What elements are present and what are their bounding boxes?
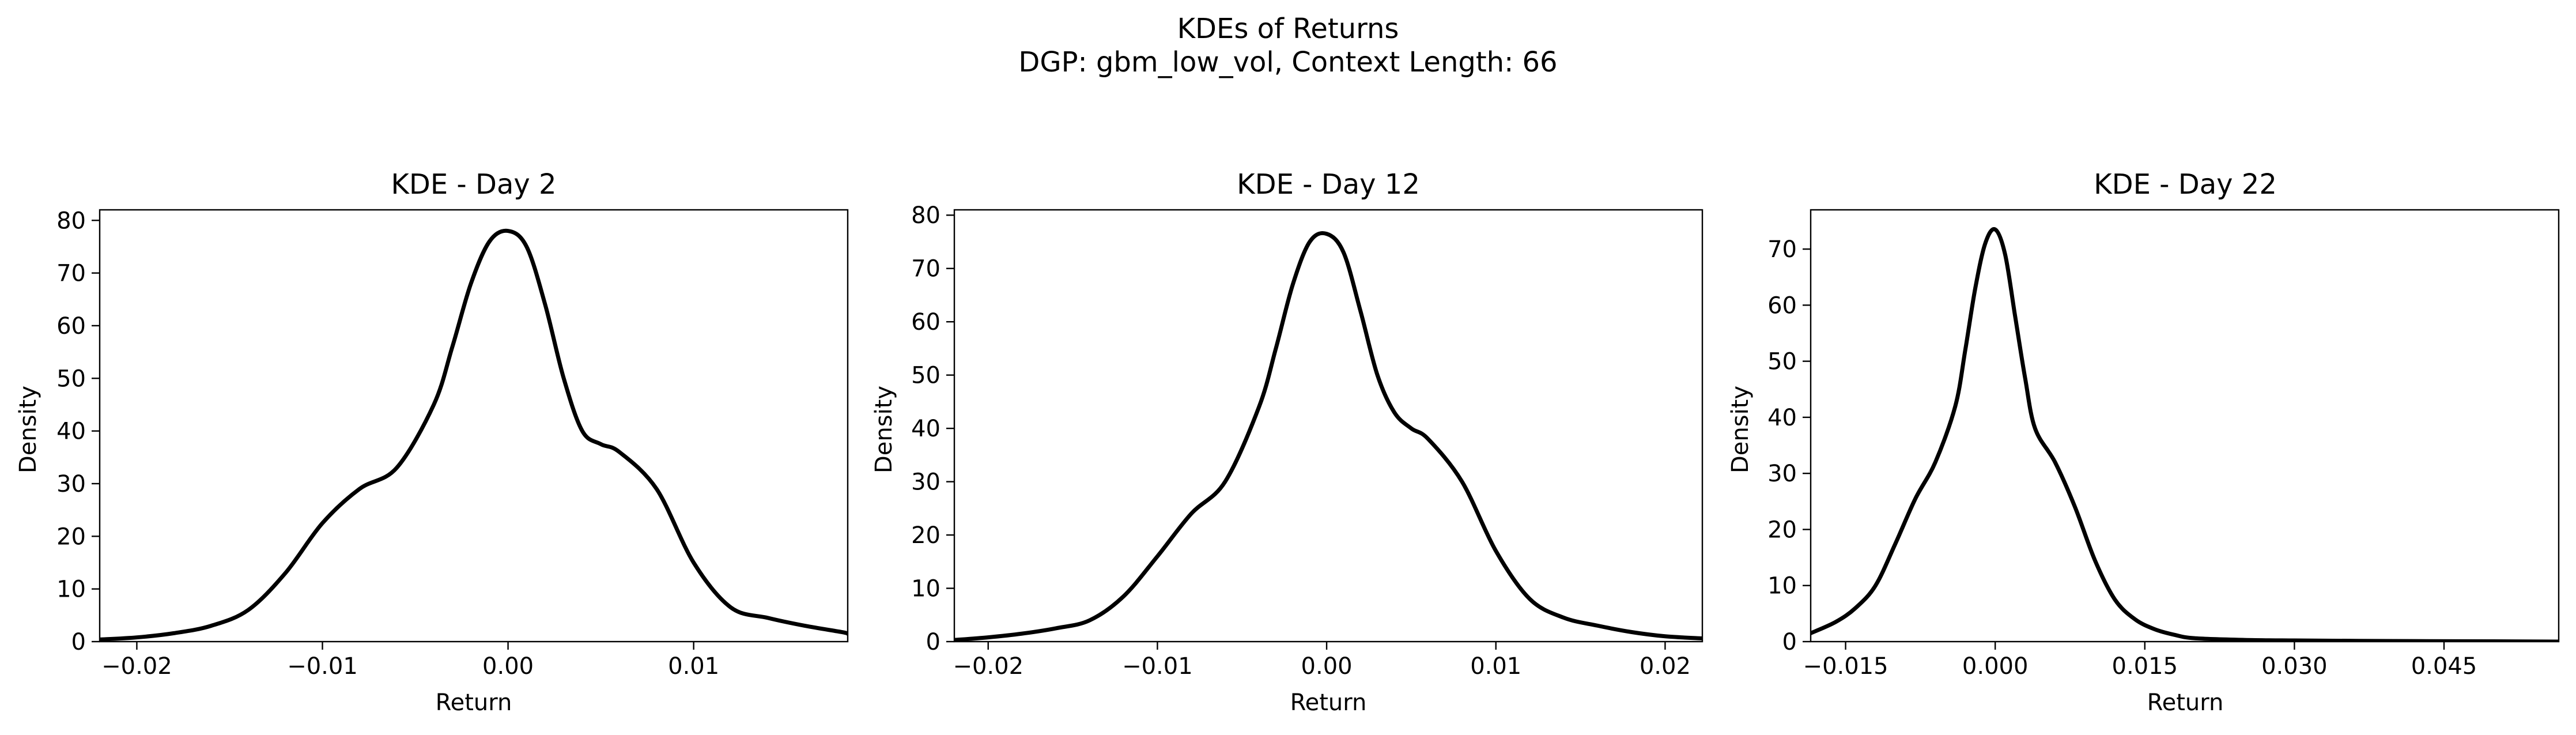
y-tick-label: 10 <box>1767 573 1797 600</box>
y-tick-label: 40 <box>56 419 86 445</box>
y-tick-label: 20 <box>1767 517 1797 543</box>
x-axis-label: Return <box>1290 689 1367 716</box>
y-tick-label: 60 <box>56 313 86 340</box>
y-tick-label: 40 <box>911 416 940 442</box>
x-tick-label: 0.000 <box>1962 653 2029 680</box>
x-tick-label: −0.015 <box>1803 653 1888 680</box>
axes-frame <box>99 209 849 643</box>
y-tick-label: 60 <box>911 309 940 336</box>
x-tick-label: 0.01 <box>1470 653 1521 680</box>
x-tick-label: 0.045 <box>2411 653 2477 680</box>
y-tick-label: 10 <box>56 576 86 603</box>
y-tick-label: 0 <box>71 629 86 655</box>
kde-panel-day-22: KDE - Day 22 Density Return −0.015 0.000 0… <box>1727 168 2560 716</box>
x-tick-label: 0.00 <box>482 653 534 680</box>
y-tick-label: 0 <box>926 629 940 655</box>
y-tick-label: 60 <box>1767 292 1797 319</box>
y-tick-label: 20 <box>911 522 940 549</box>
x-tick-label: −0.01 <box>287 653 358 680</box>
y-tick-label: 20 <box>56 523 86 550</box>
panel-title: KDE - Day 12 <box>1237 168 1420 201</box>
y-tick-label: 70 <box>911 256 940 282</box>
x-tick-label: −0.02 <box>101 653 172 680</box>
y-tick-label: 70 <box>56 261 86 287</box>
figure-title-line2: DGP: gbm_low_vol, Context Length: 66 <box>1018 46 1557 78</box>
y-tick-label: 30 <box>911 469 940 496</box>
x-axis-label: Return <box>2147 689 2224 716</box>
x-tick-label: 0.01 <box>668 653 719 680</box>
kde-line-series-0 <box>100 228 848 642</box>
kde-line-series-0 <box>1811 227 2559 642</box>
y-tick-label: 0 <box>1782 629 1797 655</box>
y-tick-label: 10 <box>911 576 940 602</box>
x-tick-label: 0.015 <box>2112 653 2178 680</box>
x-tick-label: 0.02 <box>1640 653 1691 680</box>
x-tick-label: 0.00 <box>1301 653 1353 680</box>
y-tick-label: 40 <box>1767 405 1797 431</box>
axes-frame <box>953 209 1704 643</box>
axes-frame <box>1810 209 2560 643</box>
y-tick-label: 70 <box>1767 236 1797 263</box>
kde-line-series-0 <box>954 231 1702 642</box>
y-tick-label: 50 <box>911 363 940 389</box>
panel-title: KDE - Day 22 <box>2094 168 2277 201</box>
y-tick-label: 50 <box>1767 349 1797 375</box>
x-tick-label: 0.030 <box>2261 653 2328 680</box>
x-axis-label: Return <box>436 689 512 716</box>
y-axis-label: Density <box>15 386 41 473</box>
x-tick-label: −0.01 <box>1122 653 1193 680</box>
kde-panel-day-2: KDE - Day 2 Density Return −0.02 −0.01 0.0… <box>15 168 849 716</box>
y-tick-label: 50 <box>56 365 86 392</box>
y-tick-label: 30 <box>1767 461 1797 487</box>
y-axis-label: Density <box>871 386 897 473</box>
x-tick-label: −0.02 <box>953 653 1023 680</box>
kde-panel-day-12: KDE - Day 12 Density Return −0.02 −0.01 0.… <box>871 168 1704 716</box>
y-axis-label: Density <box>1727 386 1754 473</box>
panel-title: KDE - Day 2 <box>391 168 556 201</box>
y-tick-label: 80 <box>56 208 86 234</box>
y-tick-label: 30 <box>56 471 86 497</box>
figure-title-line1: KDEs of Returns <box>1177 13 1399 45</box>
y-tick-label: 80 <box>911 202 940 229</box>
